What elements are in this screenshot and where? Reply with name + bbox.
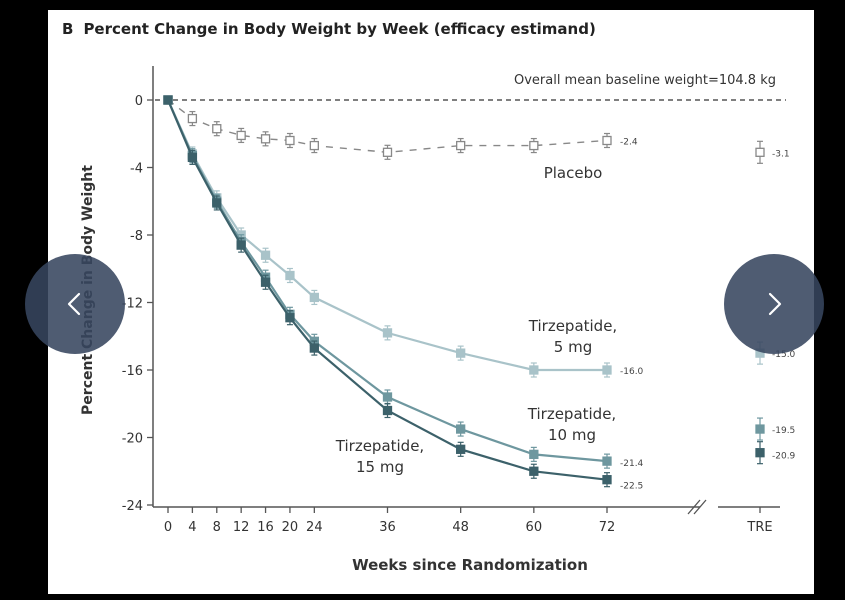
data-point: [456, 424, 466, 434]
data-point: [602, 365, 612, 375]
data-point: [212, 124, 222, 134]
series-label: Tirzepatide,: [335, 437, 424, 455]
data-point: [529, 140, 539, 151]
end-value-label: -22.5: [620, 482, 643, 492]
chevron-left-icon: [67, 292, 81, 316]
series-label: Tirzepatide,: [527, 405, 616, 423]
x-axis-label: Weeks since Randomization: [352, 556, 588, 574]
x-tick-label: 0: [164, 520, 172, 535]
tre-value-label: -3.1: [772, 149, 790, 159]
y-tick-label: -20: [122, 432, 143, 447]
series-line: [167, 99, 608, 154]
data-point: [285, 270, 295, 281]
y-tick-label: 0: [135, 94, 143, 109]
series-label: 15 mg: [356, 458, 404, 476]
tre-value-label: -15.0: [772, 350, 796, 360]
x-tick-label: 24: [306, 520, 323, 535]
tre-value-label: -20.9: [772, 452, 796, 462]
data-point: [260, 134, 271, 144]
data-point: [529, 365, 539, 375]
data-point: [456, 140, 466, 151]
data-point: [309, 140, 319, 151]
y-tick-label: -24: [122, 499, 143, 514]
x-tick-label: 72: [599, 520, 616, 535]
data-point: [285, 135, 295, 146]
data-point: [187, 152, 198, 163]
data-point: [382, 328, 393, 338]
x-tick-label: 36: [379, 520, 396, 535]
y-tick-label: -16: [122, 364, 143, 379]
x-tick-label: 60: [526, 520, 543, 535]
data-point: [602, 456, 612, 466]
x-tick-label: 20: [282, 520, 299, 535]
data-point: [236, 240, 246, 250]
axis-break-mark: [693, 499, 707, 515]
series-label: Placebo: [544, 164, 603, 182]
slide-frame: [48, 10, 814, 594]
data-point: [382, 392, 393, 402]
baseline-weight-annotation: Overall mean baseline weight=104.8 kg: [514, 73, 776, 88]
data-point: [309, 343, 319, 353]
data-point: [382, 405, 393, 416]
series-label: 10 mg: [548, 426, 596, 444]
x-tick-label: 8: [213, 520, 221, 535]
data-point: [260, 277, 271, 287]
chart-title-text: Percent Change in Body Weight by Week (e…: [83, 20, 596, 38]
axis-break-mark: [687, 499, 701, 515]
data-point: [309, 292, 319, 303]
x-tick-label: 4: [188, 520, 196, 535]
data-point: [456, 348, 466, 358]
data-point: [212, 198, 222, 208]
data-point: [382, 147, 393, 157]
end-value-label: -21.4: [620, 459, 644, 469]
data-point: [260, 250, 271, 260]
series-label: 5 mg: [554, 338, 592, 356]
x-tick-label: 12: [233, 520, 250, 535]
end-value-label: -2.4: [620, 138, 638, 148]
data-point: [529, 466, 539, 476]
data-point: [456, 444, 466, 454]
x-tick-label: 48: [452, 520, 469, 535]
chart-title: B Percent Change in Body Weight by Week (…: [62, 20, 596, 46]
data-point: [602, 135, 612, 146]
tre-data-point: [755, 448, 765, 458]
end-value-label: -16.0: [620, 367, 644, 377]
data-point: [236, 130, 246, 141]
next-slide-button[interactable]: [724, 254, 824, 354]
x-tick-label: 16: [257, 520, 274, 535]
series-label: Tirzepatide,: [528, 317, 617, 335]
data-point: [602, 475, 612, 485]
chevron-right-icon: [768, 292, 782, 316]
data-point: [187, 113, 198, 124]
x-tick-label: TRE: [746, 520, 772, 535]
tre-value-label: -19.5: [772, 426, 795, 436]
data-point: [163, 95, 173, 105]
data-point: [285, 313, 295, 323]
tre-data-point: [755, 147, 765, 157]
previous-slide-button[interactable]: [25, 254, 125, 354]
panel-letter: B: [62, 20, 74, 38]
y-tick-label: -4: [130, 162, 143, 177]
y-tick-label: -12: [122, 297, 143, 312]
tre-data-point: [755, 424, 765, 434]
y-tick-label: -8: [130, 229, 143, 244]
data-point: [529, 449, 539, 460]
